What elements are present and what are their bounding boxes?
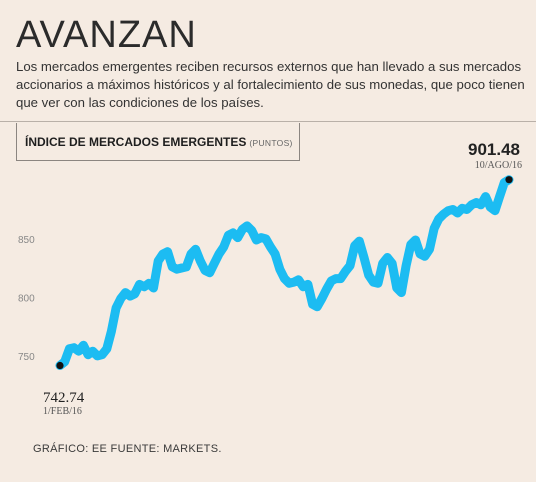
y-axis: 750 800 850: [18, 235, 35, 363]
chart-title-box: ÍNDICE DE MERCADOS EMERGENTES (PUNTOS): [16, 123, 300, 161]
end-point: [505, 176, 513, 184]
end-value-label: 901.48: [468, 140, 520, 159]
page-subtitle: Los mercados emergentes reciben recursos…: [16, 59, 525, 110]
page-title: AVANZAN: [16, 14, 197, 56]
end-date-label: 10/AGO/16: [475, 160, 522, 171]
y-tick-label: 750: [18, 352, 35, 363]
start-point: [56, 361, 64, 370]
divider: [0, 121, 536, 122]
start-date-label: 1/FEB/16: [43, 406, 82, 417]
chart-title: ÍNDICE DE MERCADOS EMERGENTES (PUNTOS): [25, 135, 293, 149]
series-line: [55, 175, 514, 370]
source-credit: GRÁFICO: EE FUENTE: MARKETS.: [33, 443, 222, 455]
chart-unit: (PUNTOS): [249, 138, 293, 148]
chart-title-text: ÍNDICE DE MERCADOS EMERGENTES: [25, 135, 247, 149]
start-value-label: 742.74: [43, 390, 85, 406]
y-tick-label: 850: [18, 235, 35, 246]
y-tick-label: 800: [18, 293, 35, 304]
